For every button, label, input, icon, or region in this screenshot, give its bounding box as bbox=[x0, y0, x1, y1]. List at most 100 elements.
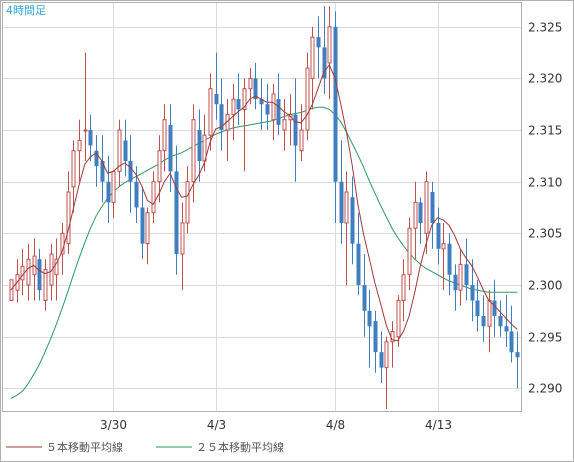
candle bbox=[174, 145, 179, 275]
candle bbox=[140, 186, 145, 260]
candle-body-up bbox=[231, 98, 236, 116]
chart-title: 4時間足 bbox=[6, 4, 46, 17]
candle-body-down bbox=[236, 99, 241, 110]
candle-body-down bbox=[259, 99, 264, 105]
candle-body-up bbox=[49, 253, 54, 286]
y-axis: 2.290 2.295 2.300 2.305 2.310 2.315 2.320 2.325 bbox=[528, 21, 562, 396]
candle bbox=[282, 99, 287, 151]
candle bbox=[453, 264, 458, 311]
candle bbox=[504, 295, 509, 347]
candle bbox=[436, 207, 441, 265]
candle-body-down bbox=[174, 171, 179, 254]
candle-body-up bbox=[384, 341, 389, 369]
candle bbox=[123, 119, 128, 177]
candle bbox=[66, 171, 71, 254]
candle-body-up bbox=[424, 181, 429, 234]
candle-body-up bbox=[305, 67, 310, 131]
candle-body-up bbox=[26, 258, 31, 286]
candle-body-up bbox=[413, 201, 418, 229]
candle-body-down bbox=[293, 114, 298, 146]
candle bbox=[498, 300, 503, 337]
candle bbox=[424, 171, 429, 254]
candle bbox=[384, 336, 389, 409]
candle bbox=[407, 217, 412, 291]
candle bbox=[162, 104, 167, 172]
y-tick-label: 2.320 bbox=[528, 72, 562, 86]
candle bbox=[191, 104, 196, 203]
candle bbox=[259, 78, 264, 130]
candle bbox=[367, 290, 372, 368]
candle bbox=[322, 6, 327, 94]
y-tick-label: 2.305 bbox=[528, 227, 562, 241]
candle bbox=[475, 279, 480, 332]
candle bbox=[492, 279, 497, 337]
candle-body-down bbox=[379, 352, 384, 368]
y-tick-label: 2.295 bbox=[528, 331, 562, 345]
candle bbox=[54, 238, 59, 301]
candle bbox=[401, 259, 406, 322]
y-tick-label: 2.300 bbox=[528, 279, 562, 293]
candle bbox=[447, 233, 452, 296]
candle bbox=[231, 83, 236, 141]
x-axis: 3/30 4/3 4/8 4/13 bbox=[100, 418, 452, 432]
candle bbox=[242, 78, 247, 172]
candle bbox=[219, 78, 224, 151]
candle bbox=[299, 104, 304, 161]
candle-body-up bbox=[441, 243, 446, 250]
candle-body-down bbox=[219, 104, 224, 130]
candle bbox=[356, 212, 361, 296]
candle bbox=[88, 114, 93, 161]
candle-body-down bbox=[88, 130, 93, 146]
y-tick-label: 2.315 bbox=[528, 124, 562, 138]
candle bbox=[128, 135, 133, 213]
candle bbox=[430, 181, 435, 249]
candle-body-down bbox=[134, 181, 139, 208]
candle bbox=[276, 73, 281, 136]
x-tick-label: 4/3 bbox=[207, 418, 226, 432]
candle-body-down bbox=[37, 259, 42, 291]
candle bbox=[83, 52, 88, 161]
ma5-layer bbox=[10, 64, 518, 342]
candle-body-up bbox=[185, 181, 190, 224]
candle bbox=[458, 248, 463, 306]
candle-body-up bbox=[20, 265, 25, 281]
candle-layer bbox=[9, 6, 520, 409]
candle bbox=[180, 202, 185, 291]
candle bbox=[418, 197, 423, 244]
candle-body-up bbox=[299, 129, 304, 152]
candle-body-down bbox=[168, 124, 173, 172]
candle-body-up bbox=[248, 77, 253, 90]
candle bbox=[305, 52, 310, 141]
ma25-layer bbox=[10, 106, 518, 400]
candle-body-up bbox=[327, 26, 332, 64]
candle-body-up bbox=[83, 129, 88, 132]
ma25-series-line bbox=[10, 106, 518, 400]
candle-body-down bbox=[515, 352, 520, 358]
candle-body-up bbox=[117, 129, 122, 172]
candle bbox=[509, 305, 514, 363]
ma5-series-line bbox=[10, 64, 518, 342]
candle bbox=[373, 310, 378, 373]
candle bbox=[43, 259, 48, 311]
candle-body-down bbox=[333, 26, 338, 182]
candle-body-up bbox=[208, 88, 213, 136]
x-tick-label: 4/13 bbox=[425, 418, 452, 432]
candle-body-down bbox=[140, 207, 145, 244]
candle bbox=[293, 78, 298, 182]
candle bbox=[253, 62, 258, 110]
candle-body-up bbox=[151, 181, 156, 214]
candle-body-up bbox=[396, 300, 401, 338]
candle-body-up bbox=[487, 300, 492, 327]
candle bbox=[441, 223, 446, 291]
candle bbox=[481, 295, 486, 342]
candle-body-up bbox=[77, 139, 82, 152]
candle bbox=[106, 155, 111, 223]
candle-body-up bbox=[71, 150, 76, 188]
candle-body-down bbox=[276, 99, 281, 125]
candle-body-down bbox=[430, 192, 435, 223]
candle bbox=[117, 119, 122, 187]
candle-body-down bbox=[447, 243, 452, 275]
candle-body-down bbox=[418, 202, 423, 224]
candle-body-down bbox=[464, 264, 469, 285]
